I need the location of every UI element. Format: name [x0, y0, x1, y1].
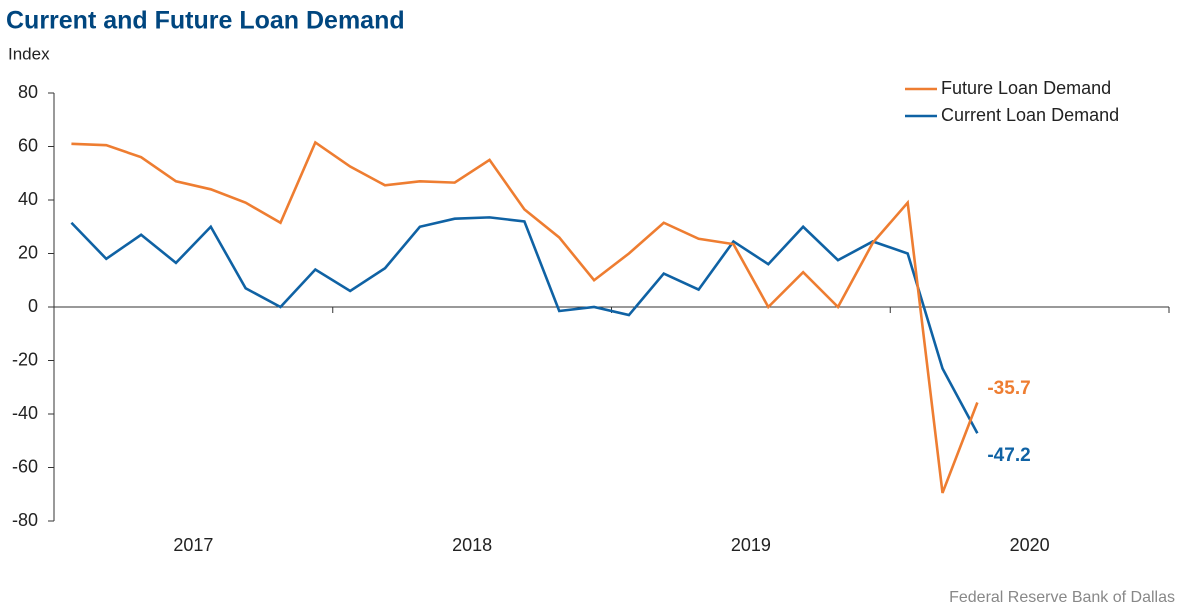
- x-group-label: 2018: [452, 535, 492, 555]
- y-tick-label: 20: [18, 242, 38, 262]
- y-tick-label: -60: [12, 456, 38, 476]
- y-tick-label: -80: [12, 510, 38, 530]
- y-tick-label: 40: [18, 189, 38, 209]
- x-group-label: 2017: [173, 535, 213, 555]
- y-axis-label: Index: [8, 44, 50, 63]
- legend-label: Future Loan Demand: [941, 78, 1111, 98]
- series-line: [71, 140, 979, 494]
- end-value-label: -47.2: [987, 445, 1030, 466]
- legend-label: Current Loan Demand: [941, 105, 1119, 125]
- y-tick-label: 0: [28, 296, 38, 316]
- y-tick-label: 60: [18, 135, 38, 155]
- x-group-label: 2019: [731, 535, 771, 555]
- end-value-label: -35.7: [987, 378, 1030, 399]
- series-line: [70, 216, 979, 434]
- y-tick-label: -40: [12, 403, 38, 423]
- y-tick-label: -20: [12, 349, 38, 369]
- y-tick-label: 80: [18, 82, 38, 102]
- chart-title: Current and Future Loan Demand: [6, 7, 405, 35]
- x-group-label: 2020: [1010, 535, 1050, 555]
- source: Federal Reserve Bank of Dallas: [949, 589, 1175, 606]
